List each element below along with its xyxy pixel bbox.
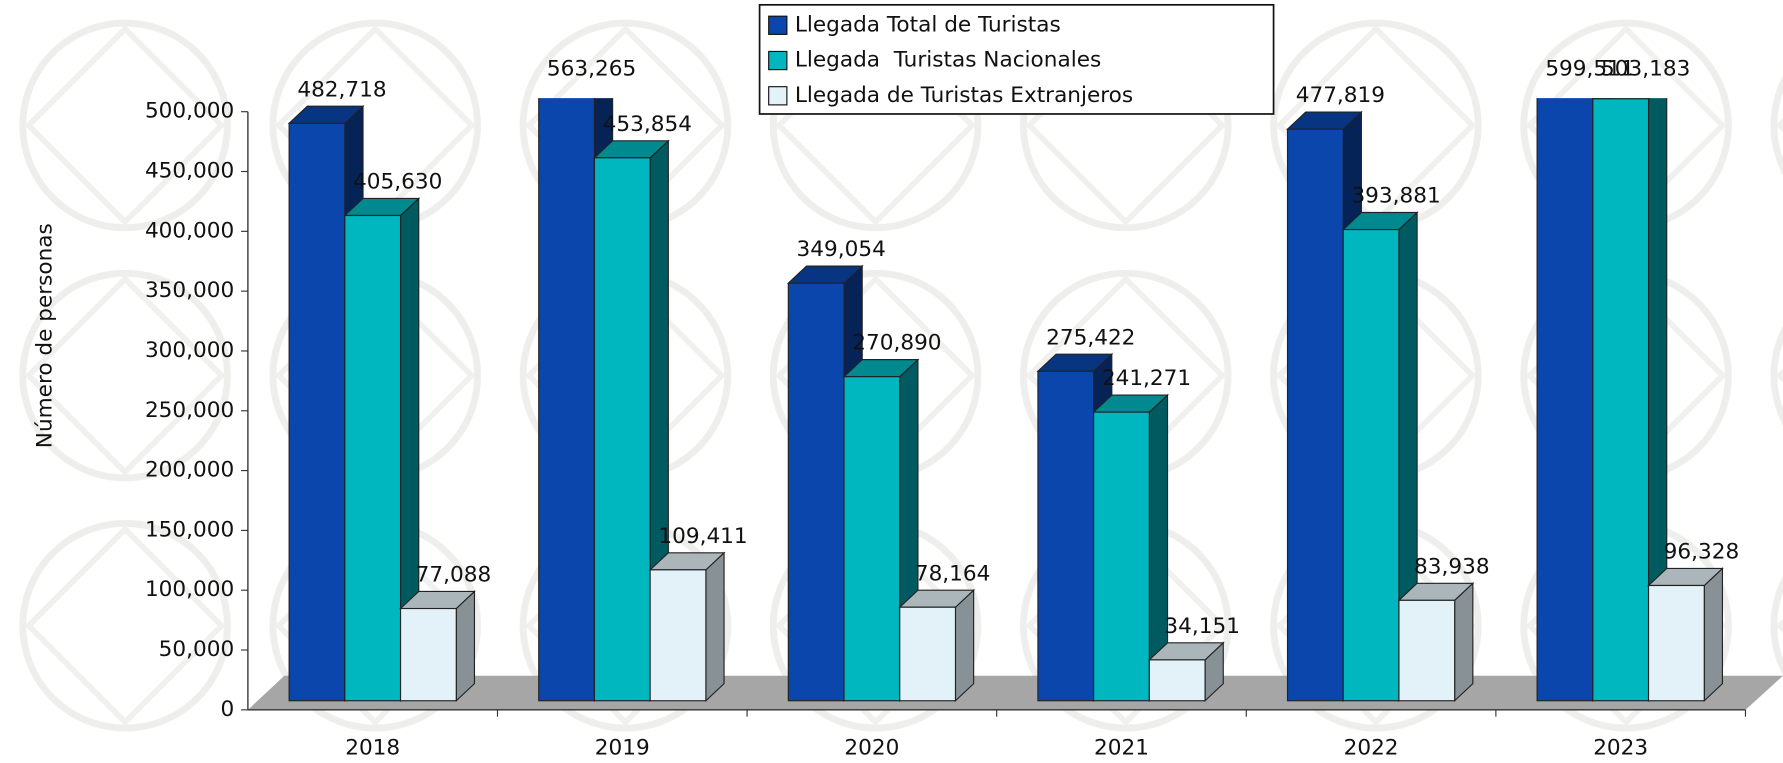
x-tick-label: 2021 <box>1094 735 1149 759</box>
bar-front <box>1398 599 1456 702</box>
y-tick-label: 250,000 <box>145 398 234 423</box>
bar-front <box>1342 228 1400 702</box>
bar <box>1591 98 1668 703</box>
bar <box>1397 581 1475 703</box>
bar-front <box>288 122 346 702</box>
x-tick-label: 2019 <box>595 735 650 759</box>
bar-front <box>787 282 845 702</box>
bar-side <box>705 551 725 703</box>
bar-side <box>1454 581 1474 703</box>
bar <box>592 139 670 703</box>
bar-front <box>593 157 651 702</box>
data-label: 96,328 <box>1664 540 1740 565</box>
bar-front <box>843 376 901 702</box>
bar <box>898 588 976 703</box>
data-label: 275,422 <box>1046 325 1135 350</box>
bar-front <box>649 569 707 702</box>
data-label: 34,151 <box>1164 614 1240 639</box>
data-label: 405,630 <box>353 170 442 195</box>
data-label: 503,183 <box>1601 57 1690 82</box>
data-label: 393,881 <box>1351 184 1440 209</box>
legend-swatch <box>768 50 788 71</box>
bar-side <box>954 588 975 703</box>
y-tick-label: 150,000 <box>145 517 234 542</box>
bar-front <box>399 607 457 702</box>
data-label: 270,890 <box>852 331 941 356</box>
data-label: 77,088 <box>416 563 492 588</box>
x-tick-label: 2018 <box>345 735 400 759</box>
bar <box>1092 393 1169 703</box>
y-tick-label: 350,000 <box>145 278 234 303</box>
bar <box>648 551 726 703</box>
y-tick-label: 450,000 <box>145 159 234 184</box>
bar <box>343 197 421 703</box>
data-label: 482,718 <box>297 77 386 102</box>
bar-front <box>1037 370 1095 702</box>
bar <box>1147 641 1225 703</box>
y-tick-label: 50,000 <box>159 637 235 662</box>
y-tick-label: 100,000 <box>145 577 234 602</box>
data-label: 477,819 <box>1296 83 1385 108</box>
legend-label: Llegada Total de Turistas <box>795 12 1061 37</box>
data-label: 349,054 <box>797 237 886 262</box>
data-label: 109,411 <box>658 524 747 549</box>
y-tick-label: 200,000 <box>145 458 234 483</box>
x-tick-label: 2022 <box>1344 735 1399 759</box>
bar-front <box>344 214 402 702</box>
data-label: 453,854 <box>603 112 692 137</box>
bar-front <box>538 98 595 702</box>
bar-front <box>1148 659 1206 702</box>
data-label: 83,938 <box>1414 554 1490 579</box>
bar <box>399 590 476 703</box>
bar-side <box>455 590 476 703</box>
bar-front <box>1592 98 1650 702</box>
bar-front <box>899 606 957 702</box>
legend-swatch <box>768 86 788 106</box>
y-axis-label: Número de personas <box>32 223 57 448</box>
bar <box>1341 211 1419 703</box>
y-tick-label: 500,000 <box>145 99 234 124</box>
y-tick-label: 0 <box>220 697 234 722</box>
legend-swatch <box>768 15 788 35</box>
data-label: 241,271 <box>1102 366 1191 391</box>
bar-front <box>1286 128 1344 702</box>
y-tick-label: 400,000 <box>145 218 234 243</box>
bar-front <box>1647 584 1705 702</box>
bar <box>1647 567 1724 703</box>
legend-label: Llegada de Turistas Extranjeros <box>795 83 1133 108</box>
x-tick-label: 2020 <box>844 735 899 759</box>
y-tick-label: 300,000 <box>145 338 234 363</box>
legend-label: Llegada Turistas Nacionales <box>795 48 1101 73</box>
bar-side <box>1703 567 1724 703</box>
bar-front <box>1093 411 1150 702</box>
data-label: 563,265 <box>547 57 636 82</box>
x-tick-label: 2023 <box>1593 735 1648 759</box>
data-label: 599,511 <box>1545 57 1634 82</box>
data-label: 78,164 <box>915 561 991 586</box>
bar-front <box>1536 98 1594 702</box>
legend-box <box>758 3 1275 115</box>
